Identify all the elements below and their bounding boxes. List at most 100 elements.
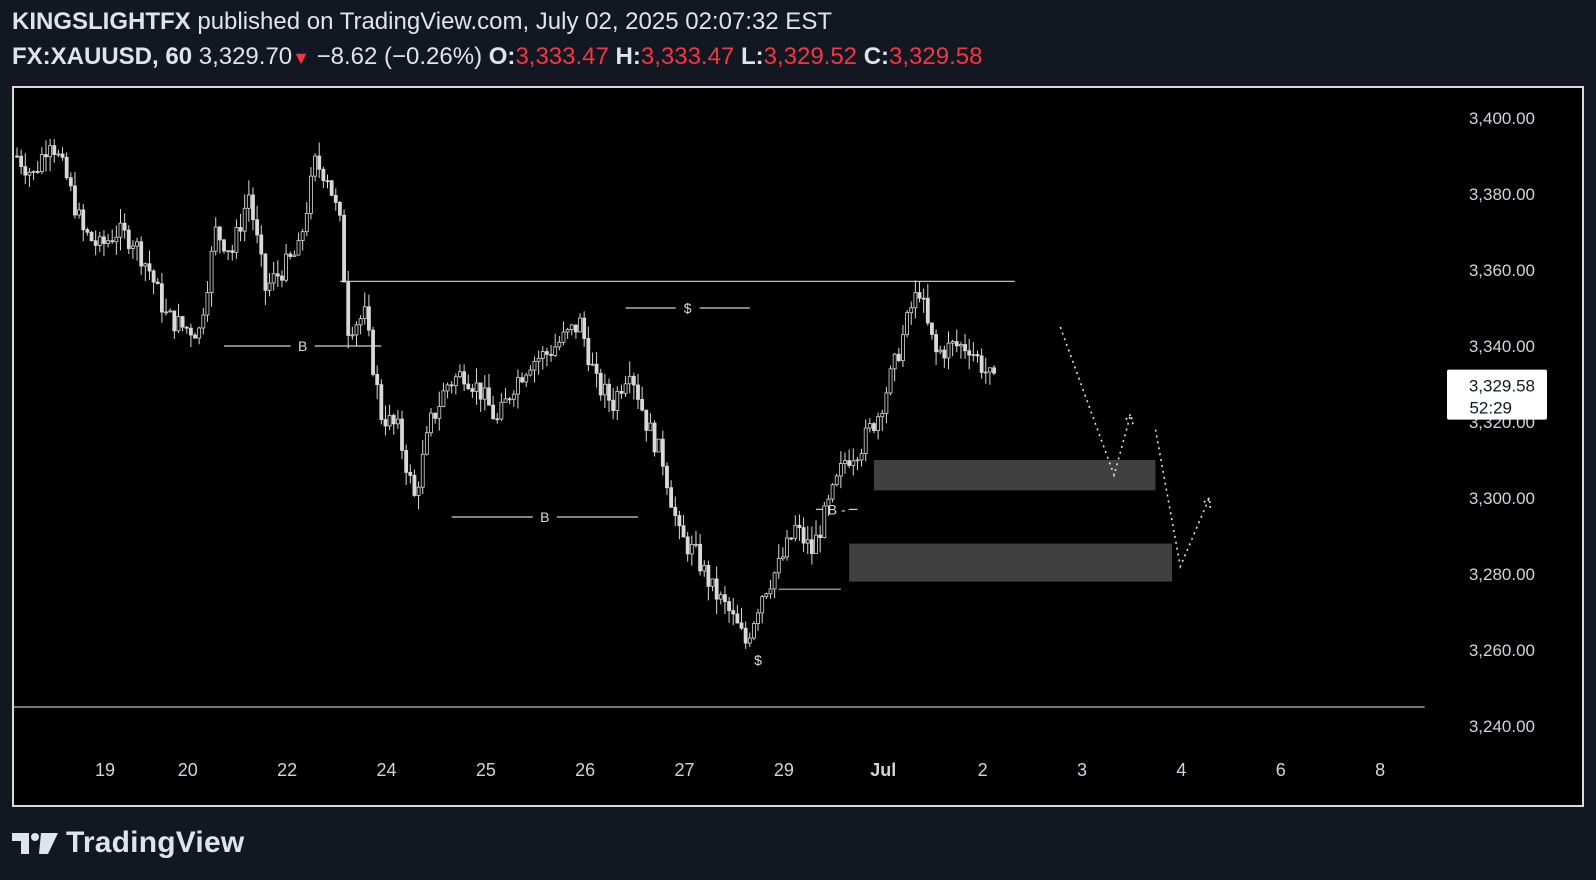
symbol-info: FX:XAUUSD, 60 3,329.70▼ −8.62 (−0.26%) O…	[12, 43, 982, 71]
candle-body	[31, 171, 36, 173]
level-label: B -	[828, 501, 846, 517]
current-price-label	[1447, 369, 1547, 420]
candle-body	[805, 539, 810, 544]
candle-body	[631, 375, 636, 386]
x-tick-label: 25	[476, 760, 496, 780]
candle-body	[217, 226, 222, 241]
candle-body	[963, 344, 967, 352]
projection-path	[1154, 429, 1211, 570]
tradingview-logo[interactable]: TradingView	[12, 826, 244, 860]
candle-body	[830, 484, 835, 500]
candle-body	[251, 194, 255, 221]
candle-body	[358, 318, 363, 326]
candle-body	[698, 543, 702, 572]
candle-body	[954, 341, 959, 347]
candle-body	[81, 209, 86, 231]
candle-body	[627, 375, 632, 385]
candle-body	[702, 564, 707, 572]
candle-body	[77, 209, 81, 216]
candle-body	[106, 240, 110, 244]
candle-body	[979, 355, 984, 373]
candle-body	[752, 623, 756, 639]
candle-body	[93, 240, 98, 246]
chart-frame[interactable]: $ B B B - $ 3,400.00 3,380.00 3,360.00 3,340.00…	[12, 86, 1584, 807]
candle-body	[681, 525, 686, 538]
candle-body	[52, 145, 57, 155]
candle-body	[97, 236, 102, 246]
candle-body	[288, 253, 293, 257]
candle-body	[756, 612, 760, 624]
candle-body	[482, 387, 487, 400]
candle-body	[615, 391, 620, 411]
candle-body	[727, 601, 731, 611]
candle-body	[847, 460, 852, 466]
candle-body	[669, 487, 674, 508]
candle-body	[930, 322, 934, 335]
candle-body	[354, 324, 359, 336]
level-label: B	[540, 509, 549, 525]
candle-body	[263, 253, 268, 291]
open-value: 3,333.47	[515, 43, 609, 70]
high-value: 3,333.47	[640, 43, 735, 70]
candle-body	[333, 194, 338, 203]
candle-body	[445, 384, 450, 392]
candle-body	[516, 377, 520, 395]
x-tick-label: Jul	[870, 760, 896, 780]
x-tick-label: 8	[1375, 760, 1385, 780]
candle-body	[441, 390, 446, 407]
candle-body	[230, 250, 235, 253]
x-tick-label: 27	[675, 760, 695, 780]
candle-body	[300, 231, 305, 241]
symbol-label[interactable]: FX:XAUUSD, 60	[12, 43, 193, 70]
candle-body	[44, 154, 48, 158]
author-name[interactable]: KINGSLIGHTFX	[12, 8, 191, 35]
candle-body	[789, 537, 794, 540]
down-triangle-icon: ▼	[292, 48, 310, 68]
price-chart[interactable]: $ B B B - $ 3,400.00 3,380.00 3,360.00 3,340.00…	[14, 88, 1582, 805]
candle-body	[234, 227, 239, 253]
current-price-text: 3,329.58	[1469, 377, 1535, 396]
candle-body	[313, 155, 317, 177]
candle-body	[64, 156, 69, 179]
candle-body	[400, 418, 404, 451]
candle-body	[350, 334, 355, 337]
candle-body	[371, 329, 375, 375]
candle-body	[197, 327, 202, 339]
candle-body	[474, 382, 479, 392]
candle-body	[909, 307, 914, 314]
candle-body	[921, 297, 926, 300]
candle-body	[164, 311, 168, 314]
candle-body	[793, 524, 798, 539]
logo-text: TradingView	[66, 826, 245, 859]
candle-body	[209, 250, 214, 294]
candle-body	[557, 341, 562, 348]
candle-body	[184, 326, 189, 329]
candle-body	[499, 401, 504, 420]
candle-body	[433, 412, 438, 419]
low-value: 3,329.52	[763, 43, 858, 70]
candle-body	[159, 283, 164, 313]
y-tick-label: 3,260.00	[1469, 641, 1535, 660]
candle-body	[110, 240, 115, 243]
level-label: B	[298, 338, 307, 354]
candle-body	[896, 353, 901, 361]
candle-body	[362, 306, 367, 320]
candle-body	[768, 588, 773, 595]
demand-zone	[849, 543, 1173, 582]
candle-body	[404, 450, 409, 473]
candle-body	[131, 245, 135, 249]
candle-body	[673, 506, 678, 516]
candle-body	[772, 572, 777, 590]
candle-body	[48, 145, 53, 158]
x-tick-label: 24	[376, 760, 396, 780]
candle-body	[280, 275, 284, 281]
candle-body	[56, 153, 61, 156]
y-tick-label: 3,340.00	[1469, 337, 1535, 356]
candle-body	[975, 354, 980, 357]
candle-body	[834, 475, 839, 486]
candle-body	[346, 281, 351, 336]
candle-body	[147, 263, 152, 272]
candle-body	[950, 341, 955, 344]
candle-body	[429, 412, 433, 434]
candle-body	[818, 534, 823, 539]
